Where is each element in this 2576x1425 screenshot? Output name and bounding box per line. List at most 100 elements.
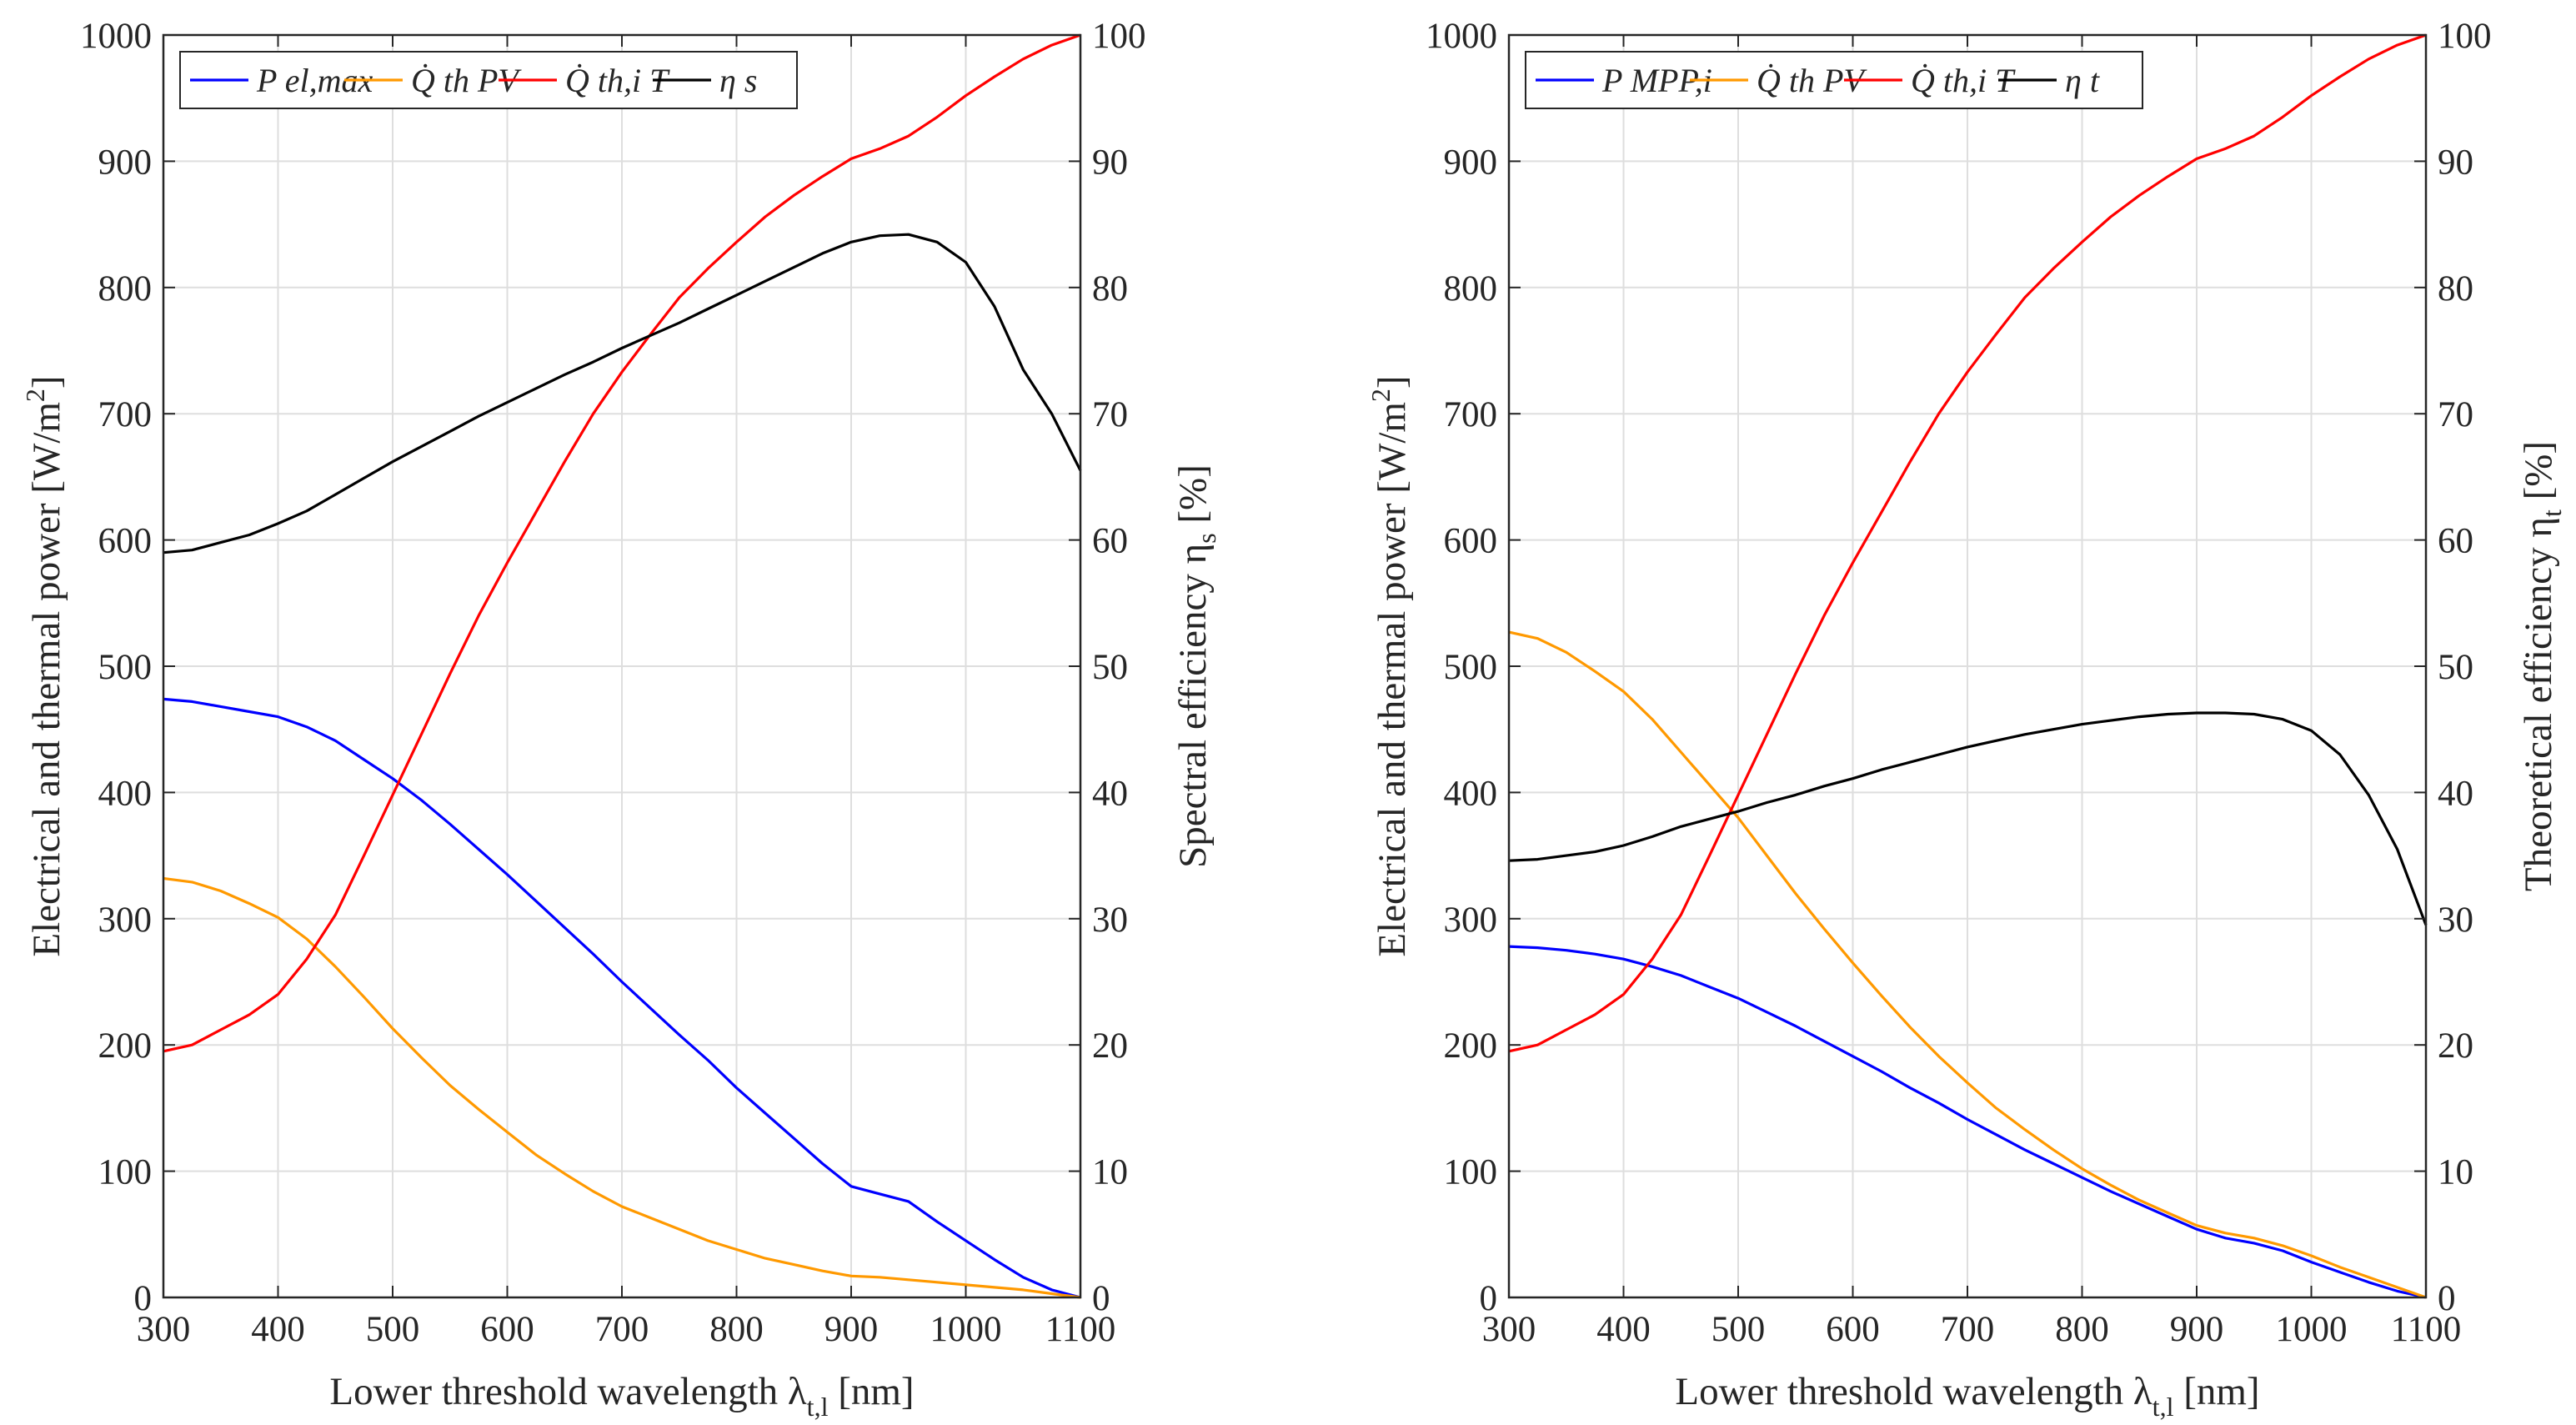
y-tick-label-right: 0: [2438, 1279, 2456, 1318]
x-tick-label: 700: [1941, 1310, 1995, 1349]
y-axis-label-left-tail: ]: [1371, 375, 1414, 389]
series-line-2: [163, 33, 1081, 1053]
y-tick-label-right: 40: [2438, 774, 2473, 813]
x-tick-label: 600: [1826, 1310, 1880, 1349]
y-axis-label-left-tail: ]: [25, 375, 68, 389]
y-tick-label-left: 400: [98, 774, 153, 813]
series-line-1: [1508, 630, 2427, 1299]
x-tick-label: 900: [824, 1310, 879, 1349]
y-tick-label-right: 100: [2438, 17, 2492, 56]
x-axis-label: Lower threshold wavelength λt,l [nm]: [329, 1370, 914, 1422]
y-tick-label-right: 30: [1092, 901, 1128, 940]
y-axis-label-right-main: Spectral efficiency η: [1171, 544, 1215, 868]
y-tick-label-left: 1000: [1426, 17, 1497, 56]
y-axis-label-right-main: Theoretical efficiency η: [2517, 517, 2560, 891]
y-tick-label-left: 0: [134, 1279, 153, 1318]
y-tick-label-left: 800: [98, 269, 153, 309]
x-axis-label: Lower threshold wavelength λt,l [nm]: [1675, 1370, 2259, 1422]
y-axis-label-right: Spectral efficiency ηs [%]: [1171, 464, 1221, 868]
x-axis-label-sub: t,l: [2153, 1392, 2174, 1422]
x-tick-label: 500: [366, 1310, 420, 1349]
y-tick-label-right: 70: [2438, 395, 2473, 434]
x-axis-label-tail: [nm]: [828, 1370, 914, 1413]
series-line-2: [1508, 33, 2427, 1053]
y-tick-label-right: 0: [1092, 1279, 1110, 1318]
x-axis-label-tail: [nm]: [2173, 1370, 2259, 1413]
y-tick-label-right: 30: [2438, 901, 2473, 940]
y-tick-label-left: 300: [98, 901, 153, 940]
series-line-3: [163, 233, 1082, 554]
x-tick-label: 900: [2170, 1310, 2224, 1349]
x-tick-label: 1000: [930, 1310, 1002, 1349]
x-tick-label: 300: [1482, 1310, 1536, 1349]
y-tick-label-right: 60: [1092, 522, 1128, 561]
x-axis-label-main: Lower threshold wavelength λ: [329, 1370, 806, 1413]
y-axis-label-left-sup: 2: [20, 389, 50, 402]
series-line-0: [163, 697, 1081, 1299]
y-tick-label-right: 80: [2438, 269, 2473, 309]
y-tick-label-left: 200: [1444, 1026, 1498, 1066]
y-tick-label-left: 700: [98, 395, 153, 434]
x-tick-label: 400: [1596, 1310, 1651, 1349]
series-line-0: [1508, 945, 2427, 1299]
y-axis-label-right-tail: [%]: [2517, 441, 2560, 509]
y-axis-label-left-main: Electrical and thermal power [W/m: [25, 402, 68, 957]
x-tick-label: 400: [251, 1310, 305, 1349]
y-tick-label-left: 500: [1444, 648, 1498, 687]
x-tick-label: 300: [137, 1310, 191, 1349]
y-axis-label-right-sub: t: [2537, 509, 2567, 517]
grid: [1508, 34, 2427, 1298]
y-tick-label-left: 1000: [80, 17, 152, 56]
y-axis-label-left-main: Electrical and thermal power [W/m: [1371, 402, 1414, 957]
y-tick-label-right: 90: [2438, 143, 2473, 182]
y-axis-label-right: Theoretical efficiency ηt [%]: [2517, 441, 2567, 891]
y-tick-label-left: 900: [98, 143, 153, 182]
y-tick-label-right: 20: [1092, 1026, 1128, 1066]
series-line-3: [1508, 711, 2428, 926]
y-axis-label-left: Electrical and thermal power [W/m2]: [20, 375, 68, 956]
y-tick-label-left: 300: [1444, 901, 1498, 940]
y-tick-label-right: 90: [1092, 143, 1128, 182]
y-axis-label-left-sup: 2: [1366, 389, 1396, 402]
x-tick-label: 800: [2055, 1310, 2109, 1349]
x-tick-label: 800: [709, 1310, 764, 1349]
y-tick-label-right: 20: [2438, 1026, 2473, 1066]
y-tick-label-left: 400: [1444, 774, 1498, 813]
y-tick-label-right: 10: [2438, 1153, 2473, 1192]
series-line-1: [163, 876, 1081, 1299]
y-tick-label-right: 80: [1092, 269, 1128, 309]
y-tick-label-right: 100: [1092, 17, 1146, 56]
y-tick-label-left: 900: [1444, 143, 1498, 182]
x-tick-label: 700: [595, 1310, 649, 1349]
y-axis-label-right-sub: s: [1191, 533, 1221, 543]
y-tick-label-right: 70: [1092, 395, 1128, 434]
right-chart: 300 400 500 600 700 800 900 1000 110001002003004…: [1366, 17, 2567, 1422]
x-tick-label: 1100: [2391, 1310, 2461, 1349]
left-chart: 300 400 500 600 700 800 900 1000 110001002003004…: [20, 17, 1221, 1422]
y-tick-label-right: 40: [1092, 774, 1128, 813]
y-tick-label-left: 0: [1480, 1279, 1498, 1318]
y-tick-label-left: 200: [98, 1026, 153, 1066]
y-axis-label-right-tail: [%]: [1171, 464, 1215, 533]
x-tick-label: 1100: [1045, 1310, 1115, 1349]
x-axis-label-sub: t,l: [807, 1392, 829, 1422]
x-tick-label: 500: [1711, 1310, 1766, 1349]
y-tick-label-left: 800: [1444, 269, 1498, 309]
y-axis-label-left: Electrical and thermal power [W/m2]: [1366, 375, 1414, 956]
y-tick-label-right: 60: [2438, 522, 2473, 561]
y-tick-label-right: 10: [1092, 1153, 1128, 1192]
grid: [163, 34, 1081, 1298]
legend-label-3: η t: [2065, 62, 2100, 99]
y-tick-label-left: 600: [1444, 522, 1498, 561]
x-tick-label: 600: [480, 1310, 534, 1349]
y-tick-label-left: 100: [98, 1153, 153, 1192]
y-tick-label-right: 50: [1092, 648, 1128, 687]
y-tick-label-left: 600: [98, 522, 153, 561]
x-tick-label: 1000: [2276, 1310, 2348, 1349]
y-tick-label-left: 700: [1444, 395, 1498, 434]
legend-label-3: η s: [719, 62, 757, 99]
y-tick-label-left: 500: [98, 648, 153, 687]
